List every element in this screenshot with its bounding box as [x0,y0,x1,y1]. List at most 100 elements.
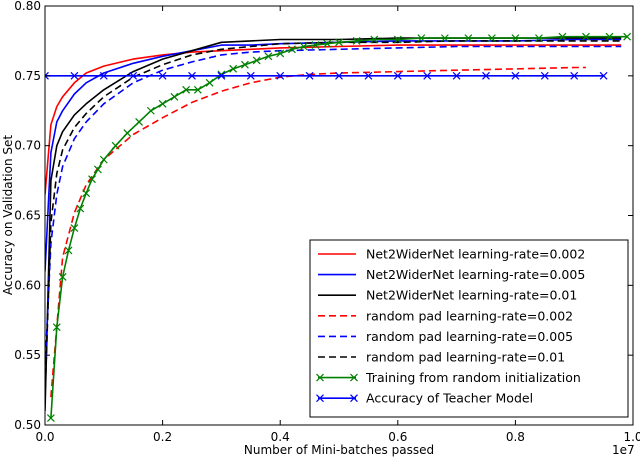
data-point [82,189,91,198]
data-point [129,71,138,80]
data-point [393,71,402,80]
data-point [623,32,632,41]
legend-item-net2widernet-learning-rate-0-005: Net2WiderNet learning-rate=0.005 [318,267,585,282]
data-point [540,71,549,80]
data-point [582,32,590,41]
y-tick-label: 0.65 [14,209,41,223]
data-point [76,204,85,213]
data-point [452,71,461,80]
data-point [440,34,449,43]
data-point [323,39,332,48]
data-point [99,155,108,164]
data-point [46,414,55,422]
data-point [45,71,49,80]
series-accuracy-of-teacher-model [45,71,608,80]
data-point [158,99,167,108]
data-point [276,49,285,58]
plot-frame [44,5,634,426]
series-random-pad-learning-rate-0-005 [45,45,622,370]
data-point [64,246,73,255]
data-point [217,70,226,79]
legend: Net2WiderNet learning-rate=0.002 Net2Wide… [309,239,629,418]
data-point [299,42,308,51]
x-offset-label: 1e7 [612,443,635,457]
legend-label: random pad learning-rate=0.01 [366,350,565,365]
legend-marker [316,373,324,382]
legend-item-net2widernet-learning-rate-0-01: Net2WiderNet learning-rate=0.01 [318,288,577,303]
data-point [423,71,432,80]
legend-marker [350,373,358,382]
data-point [158,71,167,80]
series-net2widernet-learning-rate-0-002 [45,44,622,195]
y-tick-label: 0.70 [14,139,41,153]
data-point [487,34,496,43]
data-point [264,52,273,61]
data-point [511,71,520,80]
data-point [205,78,214,87]
series-random-pad-learning-rate-0-002 [50,66,586,398]
y-tick-label: 0.80 [14,0,41,13]
legend-item-training-from-random-initialization: Training from random initialization [316,370,581,385]
data-point [417,34,426,43]
data-point [99,71,108,80]
data-point [534,34,543,43]
data-point [252,56,261,65]
data-point [240,60,249,69]
data-point [217,71,226,80]
data-point [146,106,155,115]
x-tick-label: 0.8 [506,430,525,444]
series-line [50,66,586,398]
series-training-from-random-initialization [46,32,632,422]
y-axis-label: Accuracy on Validation Set [1,135,15,295]
legend-item-random-pad-learning-rate-0-002: random pad learning-rate=0.002 [318,308,573,323]
data-point [335,71,343,80]
data-point [229,64,238,73]
legend-item-random-pad-learning-rate-0-01: random pad learning-rate=0.01 [318,350,565,365]
data-point [182,85,191,94]
data-point [599,71,608,80]
data-point [288,45,296,54]
data-point [88,175,96,184]
series-line [45,40,622,398]
legend-label: Training from random initialization [365,370,581,385]
data-point [370,35,379,44]
series-line [45,44,622,195]
data-point [305,71,314,80]
data-point [570,71,579,80]
legend-item-net2widernet-learning-rate-0-002: Net2WiderNet learning-rate=0.002 [318,247,585,262]
data-point [276,71,285,80]
data-point [364,71,373,80]
data-point [511,34,520,43]
data-point [193,85,202,94]
data-point [135,117,144,126]
y-tick-label: 0.60 [14,278,41,292]
legend-label: Accuracy of Teacher Model [366,391,533,406]
data-point [335,38,343,47]
legend-label: Net2WiderNet learning-rate=0.01 [366,288,577,303]
data-point [464,34,473,43]
data-point [482,71,490,80]
y-tick-label: 0.75 [14,69,41,83]
data-point [605,32,614,41]
data-point [58,273,67,281]
data-point [246,71,255,80]
data-point [52,323,61,332]
x-tick-label: 0.2 [153,430,172,444]
x-tick-label: 0.6 [388,430,407,444]
legend-item-accuracy-of-teacher-model: Accuracy of Teacher Model [316,391,533,406]
x-tick-label: 0.0 [35,430,54,444]
data-point [123,129,132,138]
legend-label: random pad learning-rate=0.002 [366,308,573,323]
legend-marker [316,394,324,403]
data-point [111,141,120,150]
legend-box [309,239,629,418]
x-tick-label: 0.4 [271,430,290,444]
legend-label: Net2WiderNet learning-rate=0.005 [366,267,585,282]
data-point [188,71,196,80]
data-point [70,71,79,80]
legend-label: random pad learning-rate=0.005 [366,329,573,344]
data-point [393,35,402,44]
series-random-pad-learning-rate-0-01 [45,40,622,398]
legend-item-random-pad-learning-rate-0-005: random pad learning-rate=0.005 [318,329,573,344]
